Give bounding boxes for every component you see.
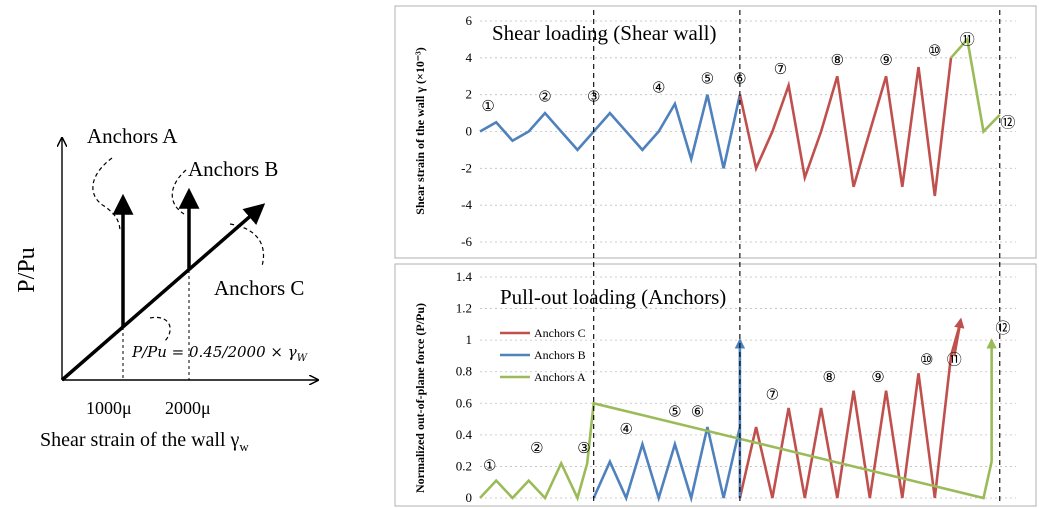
- stage-label: ⑨: [879, 53, 892, 69]
- anchors-b-label: Anchors B: [188, 157, 278, 181]
- stage-label: ⑥: [691, 405, 704, 421]
- pullout-legend: Anchors C Anchors B Anchors A: [500, 326, 586, 384]
- y-tick-label: 0.2: [456, 458, 472, 473]
- leader-equation: [149, 316, 171, 343]
- x-label-main: Shear strain of the wall γ: [40, 429, 239, 451]
- anchors-c-failure-arrow: [952, 317, 965, 357]
- shear-chart-yticks: 6 4 2 0 -2 -4 -6: [461, 13, 472, 249]
- anchors-a-label: Anchors A: [87, 124, 178, 148]
- stage-label: ⑩: [920, 353, 933, 369]
- stage-label: ⑧: [831, 53, 844, 69]
- stage-label: ⑫: [1000, 115, 1015, 132]
- leader-anchors-b: [171, 169, 187, 215]
- legend-label: Anchors C: [534, 326, 586, 340]
- shear-chart-series: [479, 36, 1001, 197]
- stage-label: ①: [481, 99, 494, 115]
- stage-label: ③: [577, 441, 590, 457]
- y-tick-label: 1.2: [456, 301, 472, 316]
- y-tick-label: 0.4: [456, 427, 473, 442]
- series-line-1: [738, 320, 963, 499]
- stage-label: ⑨: [871, 370, 884, 386]
- y-tick-label: 0: [466, 124, 473, 139]
- shear-chart-stages: ① ② ③ ④ ⑤ ⑥ ⑦ ⑧ ⑨ ⑩ ⑪ ⑫: [481, 32, 1015, 132]
- pullout-chart-title: Pull-out loading (Anchors): [500, 285, 726, 309]
- stage-label: ④: [619, 422, 632, 438]
- series-line-3: [950, 36, 1001, 135]
- y-tick-label: -6: [461, 234, 472, 249]
- stage-label: ⑤: [701, 71, 714, 87]
- tick-label-1000: 1000μ: [86, 398, 132, 418]
- anchors-c-line: [60, 203, 266, 382]
- concept-diagram: P/Pu Anchors A Anchors B Anchors C 1000μ…: [14, 124, 318, 454]
- pullout-chart-ylabel-text: Normalized out-of-plane force (P/Pu): [413, 303, 427, 493]
- shear-chart-ylabel-text: Shear strain of the wall γ (×10⁻³): [413, 47, 427, 214]
- y-tick-label: 1: [466, 332, 473, 347]
- legend-label: Anchors A: [534, 370, 586, 384]
- stage-label: ②: [538, 90, 551, 106]
- concept-equation: P/Pu = 0.45/2000 × γW: [131, 343, 308, 364]
- shear-chart-ylabel: Shear strain of the wall γ (×10⁻³): [413, 47, 427, 214]
- tick-label-2000: 2000μ: [165, 398, 211, 418]
- stage-label: ⑪: [947, 352, 962, 369]
- equation-main: P/Pu = 0.45/2000 × γ: [131, 343, 297, 361]
- x-label-sub: w: [239, 439, 249, 454]
- series-line-3: [479, 401, 993, 502]
- pullout-chart: 1.4 1.2 1 0.8 0.6 0.4 0.2 0 ① ② ③ ④ ⑤ ⑥ ⑦ ⑧ ⑨ ⑩ ⑪ ⑫ Pull-o…: [394, 263, 1037, 507]
- y-tick-label: 4: [466, 50, 473, 65]
- pullout-chart-yticks: 1.4 1.2 1 0.8 0.6 0.4 0.2 0: [456, 269, 473, 505]
- y-tick-label: 1.4: [456, 269, 473, 284]
- pullout-chart-stages: ① ② ③ ④ ⑤ ⑥ ⑦ ⑧ ⑨ ⑩ ⑪ ⑫: [483, 320, 1010, 474]
- series-line-2: [738, 57, 953, 197]
- stage-label: ⑩: [928, 44, 941, 60]
- y-tick-label: 0.6: [456, 395, 473, 410]
- stage-label: ④: [652, 81, 665, 97]
- shear-chart-title: Shear loading (Shear wall): [492, 21, 717, 45]
- phase-separators: [593, 10, 1001, 502]
- stage-label: ⑦: [774, 62, 787, 78]
- stage-label: ⑤: [668, 405, 681, 421]
- stage-label: ⑫: [995, 320, 1010, 337]
- y-tick-label: 6: [466, 13, 473, 28]
- concept-y-label: P/Pu: [14, 247, 40, 292]
- legend-label: Anchors B: [534, 348, 586, 362]
- equation-sub: W: [297, 353, 308, 364]
- concept-x-label: Shear strain of the wall γw: [40, 429, 249, 454]
- series-line-1: [479, 94, 742, 169]
- pullout-chart-ylabel: Normalized out-of-plane force (P/Pu): [413, 303, 427, 493]
- y-tick-label: -2: [461, 160, 472, 175]
- y-tick-label: 2: [466, 87, 473, 102]
- y-tick-label: 0.8: [456, 364, 472, 379]
- stage-label: ⑦: [766, 387, 779, 403]
- y-tick-label: -4: [461, 197, 472, 212]
- stage-label: ③: [587, 90, 600, 106]
- series-line-2: [592, 426, 742, 504]
- stage-label: ①: [483, 458, 496, 474]
- leader-anchors-a: [92, 157, 121, 233]
- stage-label: ⑧: [822, 370, 835, 386]
- shear-chart: 6 4 2 0 -2 -4 -6 ① ② ③ ④ ⑤ ⑥ ⑦ ⑧ ⑨ ⑩ ⑪ ⑫ Shear loading (S…: [394, 5, 1037, 259]
- anchors-c-label: Anchors C: [214, 276, 304, 300]
- stage-label: ⑥: [733, 71, 746, 87]
- stage-label: ⑪: [960, 32, 975, 49]
- stage-label: ②: [530, 441, 543, 457]
- y-tick-label: 0: [466, 490, 473, 505]
